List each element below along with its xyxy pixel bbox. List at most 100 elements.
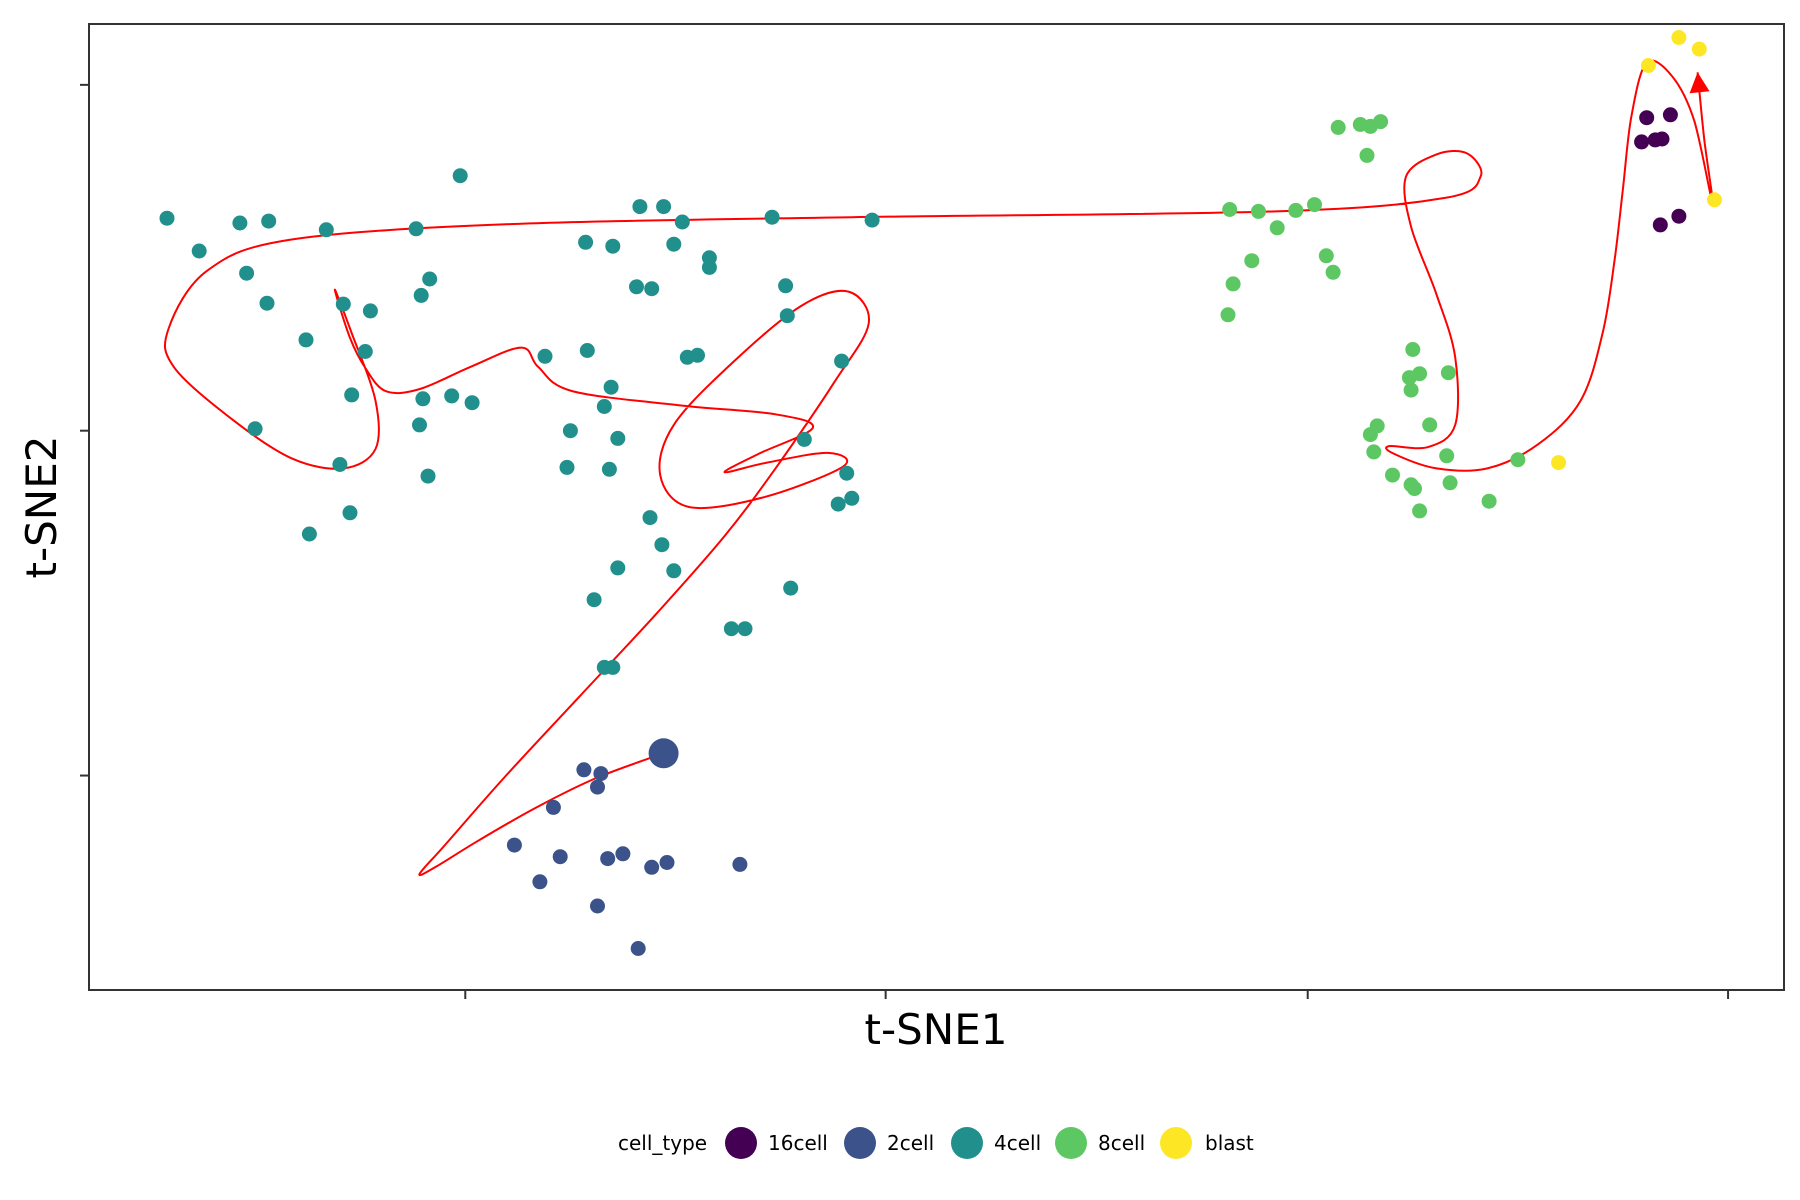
point-blast	[1691, 41, 1707, 57]
point-4cell	[232, 215, 248, 231]
point-2cell	[576, 762, 592, 778]
y-axis-title: t-SNE2	[17, 436, 66, 579]
legend-label-blast: blast	[1205, 1131, 1254, 1155]
point-4cell	[301, 526, 317, 542]
trajectory-end-arrow	[1689, 72, 1710, 94]
point-4cell	[444, 388, 460, 404]
point-4cell	[610, 560, 626, 576]
point-4cell	[605, 238, 621, 254]
point-4cell	[239, 265, 255, 281]
point-4cell	[839, 465, 855, 481]
point-2cell	[615, 846, 631, 862]
point-4cell	[332, 457, 348, 472]
point-4cell	[335, 296, 351, 312]
point-2cell	[593, 766, 609, 782]
point-4cell	[342, 505, 358, 521]
point-blast	[1671, 30, 1687, 45]
point-4cell	[796, 431, 812, 447]
point-4cell	[452, 168, 468, 184]
point-4cell	[261, 213, 277, 229]
point-4cell	[666, 236, 682, 252]
point-4cell	[830, 496, 846, 512]
legend-key-2cell	[844, 1127, 876, 1159]
point-4cell	[562, 423, 578, 439]
point-4cell	[357, 344, 373, 359]
start-point-2cell	[648, 738, 679, 769]
point-4cell	[656, 199, 672, 215]
point-2cell	[545, 799, 561, 815]
point-2cell	[532, 874, 548, 890]
point-4cell	[412, 417, 427, 433]
point-4cell	[764, 209, 780, 225]
point-8cell	[1269, 220, 1285, 236]
point-4cell	[654, 537, 670, 553]
trajectory-layer	[163, 59, 1715, 877]
point-8cell	[1366, 444, 1382, 460]
point-2cell	[659, 855, 675, 870]
point-8cell	[1403, 382, 1419, 398]
point-4cell	[666, 563, 682, 579]
point-4cell	[344, 387, 360, 403]
point-2cell	[644, 859, 660, 875]
legend-label-8cell: 8cell	[1098, 1131, 1145, 1155]
point-16cell	[1652, 217, 1668, 233]
point-4cell	[737, 621, 753, 637]
point-8cell	[1222, 202, 1238, 217]
point-8cell	[1244, 253, 1260, 269]
point-2cell	[506, 837, 522, 853]
point-8cell	[1362, 427, 1378, 443]
point-8cell	[1412, 503, 1428, 519]
point-4cell	[642, 510, 658, 526]
point-8cell	[1220, 307, 1236, 323]
point-4cell	[596, 399, 612, 414]
point-8cell	[1330, 119, 1346, 135]
legend-label-2cell: 2cell	[887, 1131, 934, 1155]
point-4cell	[298, 332, 314, 348]
point-4cell	[632, 199, 648, 215]
point-4cell	[464, 395, 480, 411]
point-8cell	[1359, 147, 1375, 163]
point-4cell	[723, 621, 739, 637]
point-2cell	[732, 856, 748, 872]
point-4cell	[629, 279, 644, 295]
point-16cell	[1639, 110, 1655, 126]
axis-ticks	[80, 83, 1730, 999]
plot-panel-border	[88, 23, 1785, 991]
point-16cell	[1634, 134, 1650, 150]
point-16cell	[1654, 131, 1670, 147]
point-blast	[1707, 192, 1722, 208]
legend-title: cell_type	[618, 1131, 707, 1155]
legend: cell_type 16cell 2cell 4cell 8cell blast	[618, 1127, 1254, 1159]
point-2cell	[600, 851, 616, 867]
point-8cell	[1412, 366, 1428, 382]
point-4cell	[783, 580, 799, 596]
point-8cell	[1385, 467, 1400, 483]
legend-label-16cell: 16cell	[768, 1131, 828, 1155]
point-8cell	[1288, 202, 1304, 218]
point-8cell	[1307, 197, 1322, 213]
point-blast	[1640, 58, 1656, 73]
point-4cell	[605, 659, 621, 675]
legend-label-4cell: 4cell	[994, 1131, 1041, 1155]
point-16cell	[1662, 107, 1678, 123]
point-4cell	[191, 243, 207, 259]
point-2cell	[630, 941, 646, 956]
point-4cell	[690, 347, 705, 363]
point-16cell	[1671, 208, 1687, 224]
legend-key-blast	[1160, 1127, 1192, 1159]
point-4cell	[318, 222, 334, 238]
point-8cell	[1251, 203, 1266, 219]
point-8cell	[1225, 276, 1241, 292]
point-4cell	[644, 281, 660, 297]
point-4cell	[259, 295, 275, 311]
point-2cell	[590, 898, 605, 914]
point-4cell	[408, 221, 424, 237]
point-4cell	[778, 278, 794, 294]
legend-key-4cell	[951, 1127, 983, 1159]
point-4cell	[844, 490, 860, 506]
point-4cell	[578, 234, 594, 250]
point-4cell	[420, 468, 436, 484]
point-8cell	[1407, 481, 1422, 497]
point-8cell	[1481, 493, 1497, 509]
